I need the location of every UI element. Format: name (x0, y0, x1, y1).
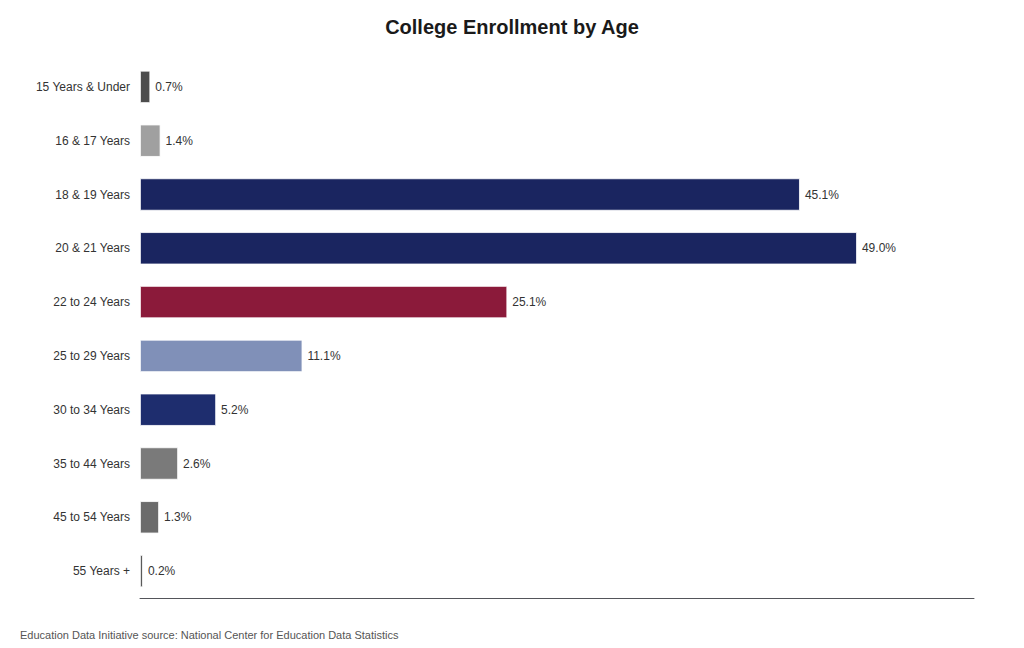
svg-text:0.7%: 0.7% (155, 80, 183, 94)
svg-text:College Enrollment by Age: College Enrollment by Age (385, 16, 639, 38)
svg-text:30 to 34 Years: 30 to 34 Years (53, 403, 130, 417)
svg-text:18 & 19 Years: 18 & 19 Years (55, 188, 130, 202)
svg-text:35 to 44 Years: 35 to 44 Years (53, 457, 130, 471)
svg-text:25.1%: 25.1% (512, 295, 546, 309)
svg-text:2.6%: 2.6% (183, 457, 211, 471)
svg-text:1.3%: 1.3% (164, 510, 192, 524)
svg-text:49.0%: 49.0% (862, 241, 896, 255)
svg-text:55 Years +: 55 Years + (73, 564, 130, 578)
svg-text:20 & 21 Years: 20 & 21 Years (55, 241, 130, 255)
svg-text:Education Data Initiative sour: Education Data Initiative source: Nation… (20, 629, 399, 641)
svg-text:22 to 24 Years: 22 to 24 Years (53, 295, 130, 309)
svg-text:45.1%: 45.1% (805, 188, 839, 202)
svg-text:25 to 29 Years: 25 to 29 Years (53, 349, 130, 363)
svg-text:15 Years & Under: 15 Years & Under (36, 80, 130, 94)
svg-text:16 & 17 Years: 16 & 17 Years (55, 134, 130, 148)
svg-text:5.2%: 5.2% (221, 403, 249, 417)
svg-text:11.1%: 11.1% (307, 349, 340, 363)
svg-text:45 to 54 Years: 45 to 54 Years (53, 510, 130, 524)
svg-text:0.2%: 0.2% (148, 564, 176, 578)
svg-text:1.4%: 1.4% (165, 134, 193, 148)
